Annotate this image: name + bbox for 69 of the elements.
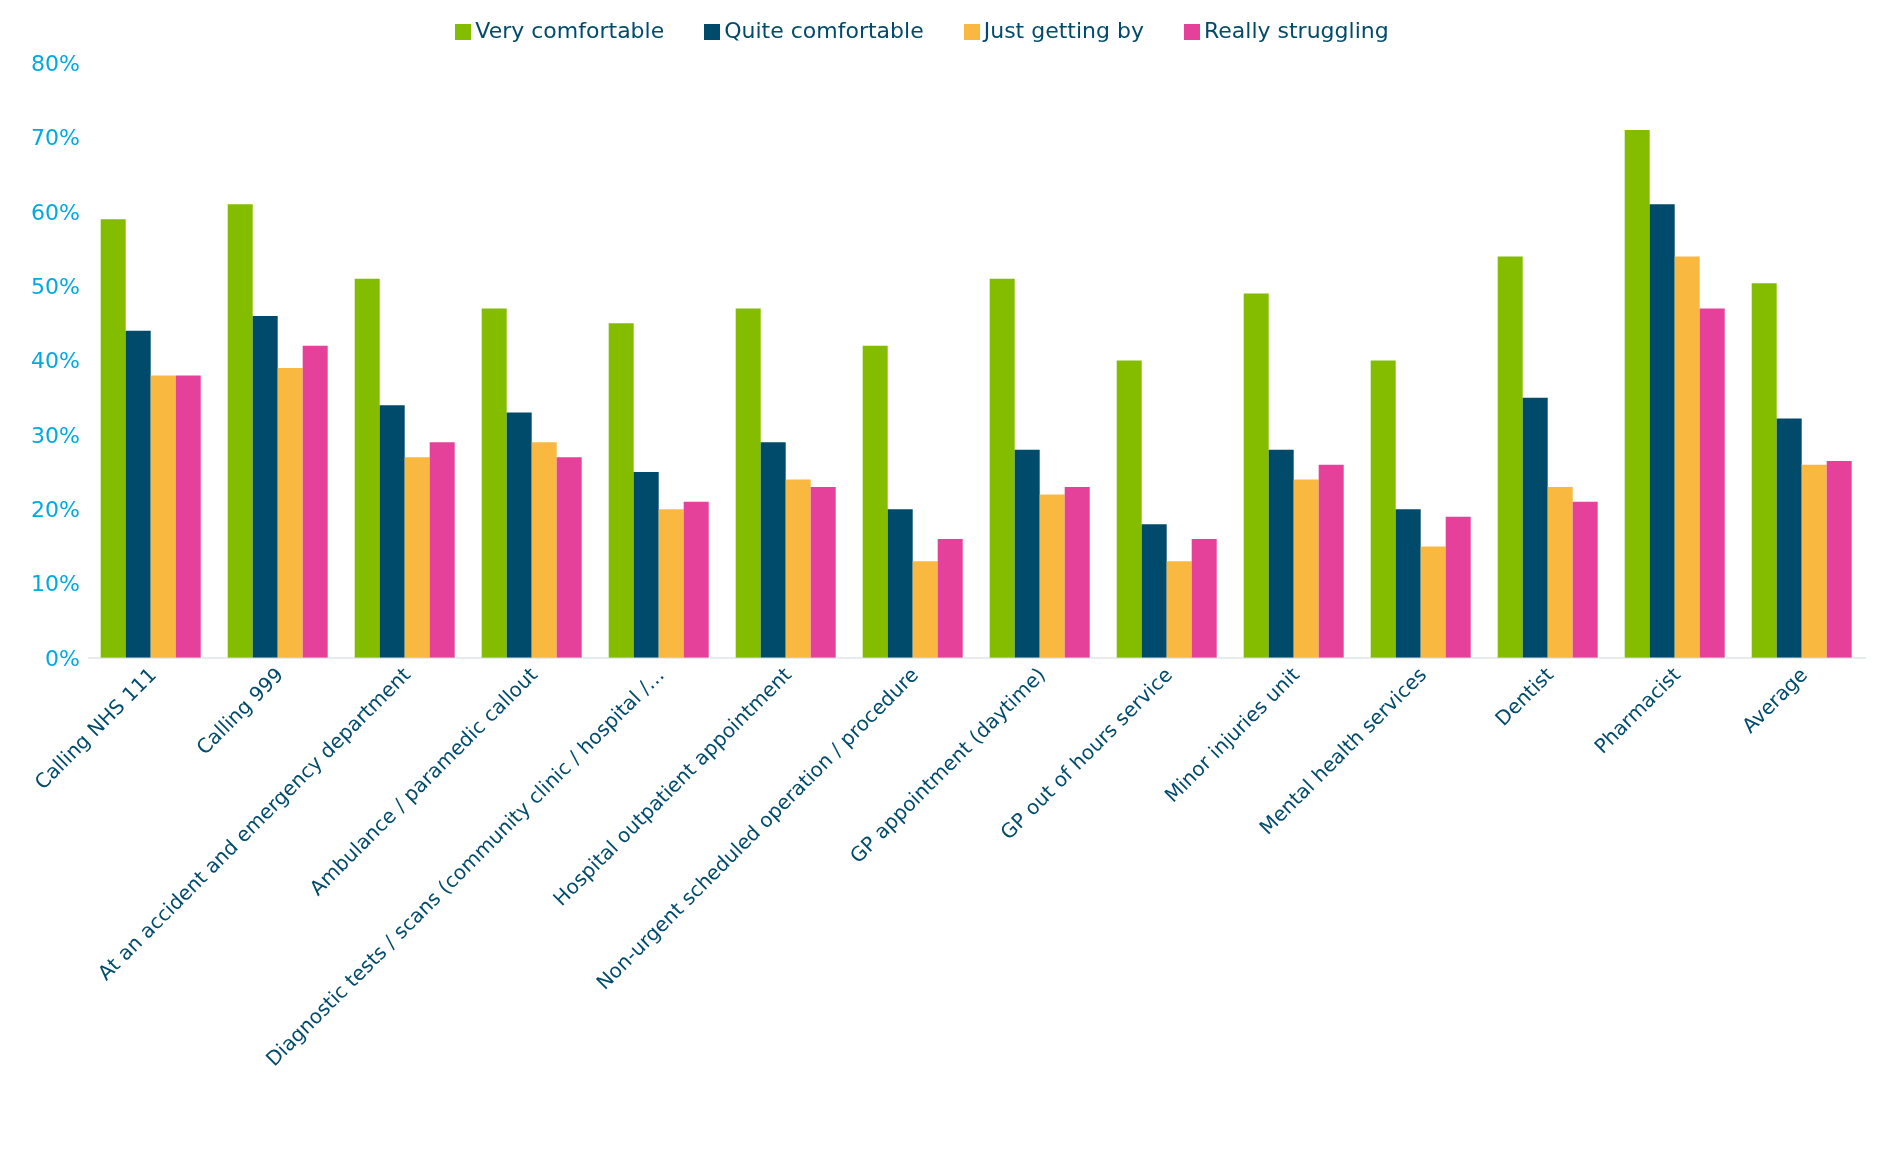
bar <box>1064 486 1090 658</box>
bar <box>1166 561 1192 658</box>
bar <box>1370 360 1396 658</box>
bar <box>1116 360 1142 658</box>
bar <box>227 204 253 658</box>
bar <box>785 479 811 658</box>
bar <box>1268 449 1294 658</box>
bar <box>1826 460 1852 658</box>
bar <box>150 375 176 658</box>
bar <box>912 561 938 658</box>
bar <box>506 412 532 658</box>
bar <box>379 405 405 658</box>
bar <box>302 345 328 658</box>
bar <box>404 457 430 658</box>
bar <box>735 308 761 658</box>
bar <box>175 375 201 658</box>
bar <box>1497 256 1523 658</box>
bar <box>100 219 126 658</box>
y-tick-label: 20% <box>31 497 80 523</box>
bar <box>1014 449 1040 658</box>
bar <box>937 539 963 658</box>
bar <box>1547 486 1573 658</box>
bar <box>1572 501 1598 658</box>
bar <box>354 278 380 658</box>
bar <box>1293 479 1319 658</box>
y-tick-label: 10% <box>31 571 80 597</box>
bar <box>1649 204 1675 658</box>
legend-label: Quite comfortable <box>724 18 924 43</box>
bar <box>1243 293 1269 658</box>
bar <box>989 278 1015 658</box>
y-tick-label: 70% <box>31 125 80 151</box>
bar <box>862 345 888 658</box>
bar <box>1039 494 1065 658</box>
y-tick-label: 50% <box>31 273 80 299</box>
bar <box>252 315 278 658</box>
bar <box>481 308 507 658</box>
bar <box>683 501 709 658</box>
legend-label: Really struggling <box>1203 18 1389 43</box>
bar <box>1699 308 1725 658</box>
legend-label: Just getting by <box>983 18 1144 43</box>
bar <box>1420 546 1446 658</box>
bar <box>658 509 684 658</box>
bar <box>633 472 659 658</box>
bar <box>1674 256 1700 658</box>
bar <box>1624 129 1650 658</box>
bar <box>1141 524 1167 658</box>
bar <box>1522 397 1548 658</box>
bar <box>1776 418 1802 658</box>
bar <box>1751 283 1777 658</box>
bar <box>1318 464 1344 658</box>
bar <box>1801 464 1827 658</box>
y-tick-label: 40% <box>31 348 80 374</box>
bar <box>1191 539 1217 658</box>
bar <box>1445 516 1471 658</box>
bar <box>608 323 634 658</box>
bar <box>760 442 786 658</box>
bar <box>125 330 151 658</box>
bar <box>531 442 557 658</box>
bar <box>810 486 836 658</box>
y-tick-label: 80% <box>31 50 80 76</box>
y-tick-label: 0% <box>45 645 80 671</box>
legend-label: Very comfortable <box>475 18 665 43</box>
bar <box>1395 509 1421 658</box>
y-tick-label: 30% <box>31 422 80 448</box>
bar <box>887 509 913 658</box>
bar <box>556 457 582 658</box>
y-tick-label: 60% <box>31 199 80 225</box>
bar <box>277 367 303 658</box>
bar <box>429 442 455 658</box>
